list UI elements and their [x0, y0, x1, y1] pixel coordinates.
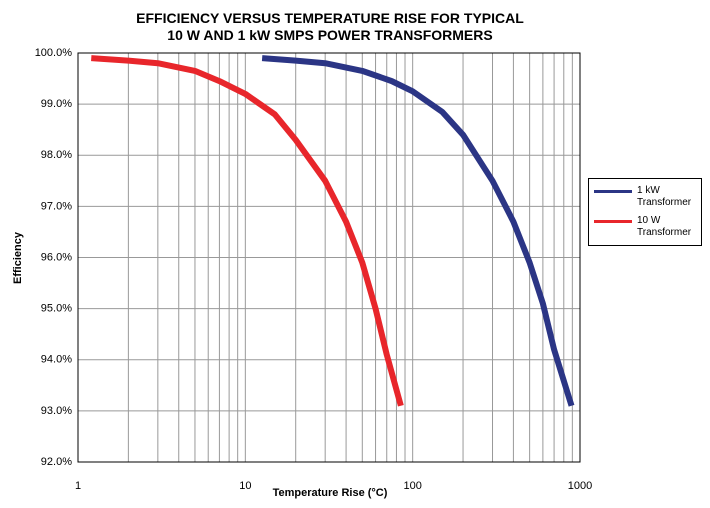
y-tick-label: 99.0%: [41, 98, 72, 110]
x-tick-label: 1: [75, 480, 81, 492]
line-series: [91, 55, 404, 407]
chart-title: EFFICIENCY VERSUS TEMPERATURE RISE FOR T…: [136, 10, 524, 43]
x-axis-label: Temperature Rise (°C): [273, 487, 388, 499]
y-axis-label: Efficiency: [12, 231, 24, 284]
x-tick-label: 1000: [568, 480, 592, 492]
y-tick-label: 98.0%: [41, 149, 72, 161]
y-tick-label: 96.0%: [41, 251, 72, 263]
x-tick-label: 100: [403, 480, 421, 492]
legend-label: 1 kW Transformer: [637, 185, 692, 208]
line-series: [261, 55, 575, 407]
y-tick-label: 94.0%: [41, 354, 72, 366]
legend: 1 kW Transformer 10 W Transformer: [588, 178, 702, 246]
legend-label: 10 W Transformer: [637, 215, 692, 238]
plot-border: [77, 52, 581, 463]
legend-swatch: [594, 190, 632, 193]
y-tick-label: 93.0%: [41, 405, 72, 417]
legend-swatch: [594, 220, 632, 223]
y-tick-label: 100.0%: [35, 47, 73, 59]
y-tick-label: 92.0%: [41, 456, 72, 468]
y-tick-label: 97.0%: [41, 200, 72, 212]
x-tick-label: 10: [239, 480, 251, 492]
y-tick-label: 95.0%: [41, 303, 72, 315]
